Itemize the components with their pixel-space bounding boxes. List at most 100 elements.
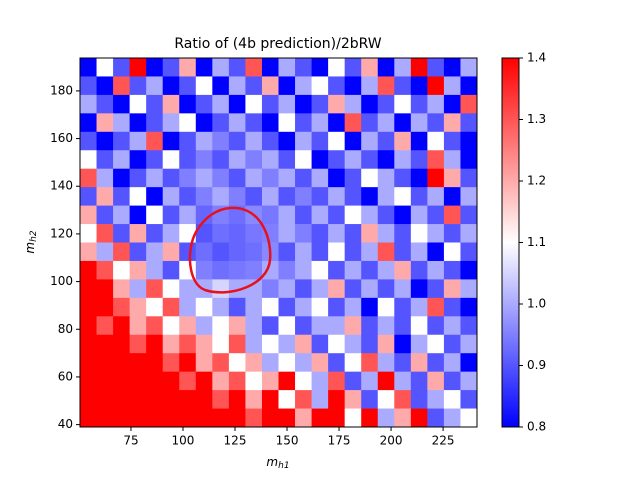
heatmap-cell <box>377 224 395 243</box>
heatmap-cell <box>96 168 114 188</box>
y-axis-label: mh2 <box>23 230 39 253</box>
heatmap-cell <box>96 260 114 280</box>
heatmap-cell <box>162 408 180 428</box>
heatmap-cell <box>460 94 478 114</box>
heatmap-cell <box>377 353 395 373</box>
heatmap-cell <box>195 408 213 428</box>
heatmap-cell <box>212 113 230 133</box>
y-tick-label: 40 <box>58 417 73 431</box>
heatmap-cell <box>278 150 296 170</box>
heatmap-cell <box>344 76 362 96</box>
heatmap-cell <box>212 94 230 114</box>
heatmap-cell <box>410 150 428 170</box>
heatmap-cell <box>344 113 362 133</box>
heatmap-cell <box>129 168 147 188</box>
heatmap-cell <box>261 131 279 151</box>
heatmap-cell <box>295 297 312 317</box>
heatmap-cell <box>195 242 213 262</box>
heatmap-cell <box>460 260 478 280</box>
heatmap-cell <box>228 224 246 243</box>
heatmap-cell <box>410 279 428 299</box>
heatmap-cell <box>212 279 230 299</box>
heatmap-cell <box>113 58 131 77</box>
heatmap-cell <box>427 113 445 133</box>
heatmap-cell <box>460 58 478 77</box>
heatmap-cell <box>228 168 246 188</box>
heatmap-cell <box>410 187 428 206</box>
heatmap-cell <box>195 187 213 206</box>
heatmap-cell <box>410 390 428 409</box>
heatmap-cell <box>146 224 164 243</box>
heatmap-cell <box>278 58 296 77</box>
heatmap-cell <box>344 353 362 373</box>
heatmap-cell <box>80 408 97 428</box>
heatmap-cell <box>278 297 296 317</box>
heatmap-cell <box>261 334 279 354</box>
heatmap-cell <box>311 279 329 299</box>
heatmap-cell <box>80 371 97 391</box>
heatmap-cell <box>212 242 230 262</box>
heatmap-cell <box>361 353 379 373</box>
heatmap-cell <box>80 58 97 77</box>
y-tick-label: 140 <box>50 179 73 193</box>
heatmap-cell <box>278 205 296 225</box>
heatmap-cell <box>377 187 395 206</box>
heatmap-cell <box>361 279 379 299</box>
heatmap-cell <box>344 390 362 409</box>
heatmap-cell <box>394 94 412 114</box>
heatmap-cell <box>410 58 428 77</box>
heatmap-cell <box>146 150 164 170</box>
heatmap-cell <box>179 187 197 206</box>
heatmap-cell <box>361 334 379 354</box>
heatmap-cell <box>410 297 428 317</box>
heatmap-cell <box>377 205 395 225</box>
heatmap-cell <box>295 242 312 262</box>
heatmap-cell <box>162 390 180 409</box>
heatmap-cell <box>146 113 164 133</box>
heatmap-cell <box>146 390 164 409</box>
heatmap-cell <box>245 113 263 133</box>
heatmap-cell <box>245 353 263 373</box>
colorbar-tick-label: 1.4 <box>527 51 546 65</box>
heatmap-cell <box>394 260 412 280</box>
heatmap-cell <box>195 353 213 373</box>
heatmap-cell <box>344 297 362 317</box>
heatmap-cell <box>410 353 428 373</box>
heatmap-cell <box>311 94 329 114</box>
heatmap-cell <box>278 260 296 280</box>
heatmap-cell <box>179 205 197 225</box>
heatmap-cell <box>212 260 230 280</box>
heatmap-cell <box>228 390 246 409</box>
heatmap-cell <box>427 168 445 188</box>
heatmap-cell <box>228 76 246 96</box>
heatmap-cell <box>113 334 131 354</box>
heatmap-cell <box>328 297 346 317</box>
heatmap-cell <box>245 168 263 188</box>
heatmap-cell <box>328 353 346 373</box>
heatmap-cell <box>261 58 279 77</box>
heatmap-cell <box>410 76 428 96</box>
heatmap-cell <box>427 94 445 114</box>
heatmap-cell <box>96 371 114 391</box>
heatmap-cell <box>162 168 180 188</box>
heatmap-cell <box>228 58 246 77</box>
heatmap-cell <box>212 131 230 151</box>
heatmap-cell <box>377 316 395 336</box>
heatmap-cell <box>377 131 395 151</box>
heatmap-cell <box>228 260 246 280</box>
heatmap-cell <box>377 113 395 133</box>
heatmap-cell <box>394 205 412 225</box>
heatmap-cell <box>394 408 412 428</box>
x-tick-label: 175 <box>328 434 351 448</box>
heatmap-cell <box>377 297 395 317</box>
heatmap-cell <box>311 76 329 96</box>
heatmap-cell <box>261 205 279 225</box>
heatmap-cell <box>245 260 263 280</box>
colorbar-tick-label: 1.3 <box>527 112 546 126</box>
heatmap-cell <box>311 316 329 336</box>
x-tick-label: 150 <box>276 434 299 448</box>
heatmap-cell <box>80 242 97 262</box>
y-tick-label: 60 <box>58 369 73 383</box>
heatmap-cell <box>361 297 379 317</box>
heatmap-cell <box>328 94 346 114</box>
